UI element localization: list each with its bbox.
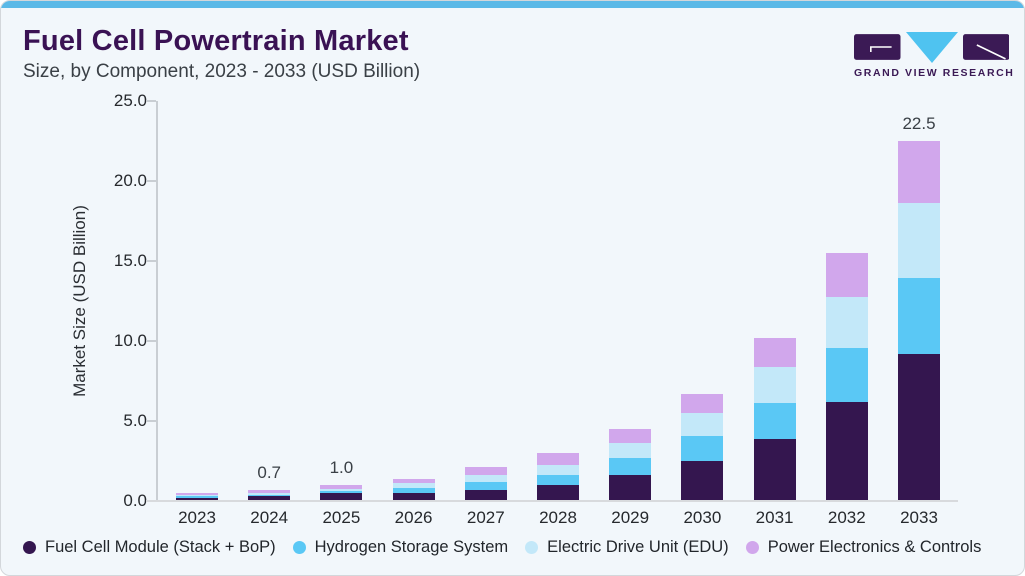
bar-segment [825, 348, 868, 402]
bar-total-label: 0.7 [257, 462, 281, 482]
legend: Fuel Cell Module (Stack + BoP) Hydrogen S… [23, 538, 1013, 557]
legend-item: Hydrogen Storage System [292, 538, 509, 557]
y-axis-tick-label: 5.0 [123, 411, 147, 430]
bar-segment [248, 493, 291, 495]
x-axis-tick-label: 2025 [322, 508, 361, 527]
legend-dot-icon [23, 541, 36, 554]
bar-segment [681, 413, 724, 437]
page-subtitle: Size, by Component, 2023 - 2033 (USD Bil… [23, 61, 421, 82]
y-axis-tick-label: 0.0 [123, 491, 147, 510]
bar-segment [753, 367, 796, 403]
x-axis-line [146, 500, 958, 502]
x-axis-tick-label: 2029 [611, 508, 650, 527]
bar-segment [392, 478, 435, 484]
legend-label: Electric Drive Unit (EDU) [547, 538, 729, 556]
legend-dot-icon [525, 541, 539, 554]
bar-segment [320, 493, 363, 501]
y-axis-tick-mark [146, 260, 156, 262]
bar-segment [825, 253, 868, 297]
gvr-brand-text: GRAND VIEW RESEARCH [854, 67, 1015, 79]
bar-segment [248, 494, 291, 497]
bar-segment [609, 429, 652, 444]
bar-segment [320, 485, 363, 489]
legend-item: Fuel Cell Module (Stack + BoP) [23, 538, 276, 557]
bar-segment [681, 393, 724, 413]
bar-segment [320, 489, 363, 492]
gvr-r-icon [962, 34, 1009, 60]
bar-segment [392, 488, 435, 493]
bar-segment [753, 438, 796, 501]
bar-segment [898, 353, 940, 501]
gvr-v-icon [905, 32, 958, 63]
bar-segment [898, 202, 940, 278]
bar-segment [609, 475, 652, 501]
legend-item: Electric Drive Unit (EDU) [525, 538, 729, 557]
bar-segment [825, 401, 868, 501]
bar-segment [898, 277, 940, 354]
bar-segment [681, 461, 724, 501]
gvr-g-icon [854, 34, 901, 60]
bar-segment [898, 141, 940, 203]
bar-segment [320, 491, 363, 493]
x-axis-tick-label: 2023 [178, 508, 216, 527]
bar-segment [392, 483, 435, 489]
x-axis-tick-label: 2033 [900, 508, 938, 527]
bar-total-label: 22.5 [902, 114, 936, 133]
bar-segment [464, 481, 507, 490]
x-axis-tick-label: 2028 [539, 508, 577, 527]
bar-segment [176, 494, 218, 497]
y-axis-title: Market Size (USD Billion) [70, 205, 89, 397]
bar-segment [681, 436, 724, 461]
bar-segment [176, 497, 218, 501]
legend-label: Fuel Cell Module (Stack + BoP) [45, 538, 276, 556]
x-axis-tick-label: 2026 [394, 508, 433, 527]
bar-total-label: 1.0 [329, 458, 354, 477]
bar-segment [392, 493, 435, 501]
page-title: Fuel Cell Powertrain Market [23, 25, 409, 57]
bar-segment [825, 297, 868, 349]
y-axis-tick-label: 15.0 [113, 251, 147, 270]
bar-segment [753, 402, 796, 439]
plot-area: 0.0 5.0 10.0 15.0 20.0 25.0 2023 2024 0.7 2025 1.0… [114, 91, 956, 527]
bar-segment [609, 457, 652, 476]
bar-segment [176, 493, 218, 495]
legend-label: Hydrogen Storage System [314, 538, 509, 556]
legend-dot-icon [745, 541, 759, 554]
bar-segment [537, 465, 579, 475]
y-axis-tick-mark [146, 100, 156, 102]
gvr-logo-marks [854, 31, 1009, 63]
bar-segment [537, 474, 579, 485]
legend-label: Power Electronics & Controls [767, 538, 982, 556]
bar-segment [537, 453, 579, 465]
bar-segment [248, 496, 291, 501]
legend-item: Power Electronics & Controls [745, 538, 982, 557]
y-axis-tick-label: 25.0 [113, 91, 147, 110]
x-axis-tick-label: 2024 [250, 508, 289, 527]
y-axis-tick-mark [146, 340, 156, 342]
bar-segment [464, 489, 507, 501]
y-axis-tick-label: 10.0 [113, 331, 147, 350]
y-axis-tick-mark [146, 420, 156, 422]
y-axis-tick-mark [146, 180, 156, 182]
bar-segment [753, 337, 796, 368]
x-axis-tick-label: 2030 [683, 508, 722, 527]
grand-view-research-logo: GRAND VIEW RESEARCH [854, 31, 1015, 79]
bar-segment [464, 467, 507, 476]
top-accent-bar [1, 1, 1024, 8]
x-axis-tick-label: 2031 [755, 508, 794, 527]
bar-segment [248, 489, 291, 493]
bar-segment [609, 443, 652, 458]
y-axis-tick-label: 20.0 [113, 171, 147, 190]
bar-segment [464, 475, 507, 482]
x-axis-tick-label: 2032 [827, 508, 866, 527]
legend-dot-icon [292, 541, 306, 554]
bar-segment [176, 496, 218, 498]
bar-segment [537, 485, 579, 501]
x-axis-tick-label: 2027 [466, 508, 505, 527]
